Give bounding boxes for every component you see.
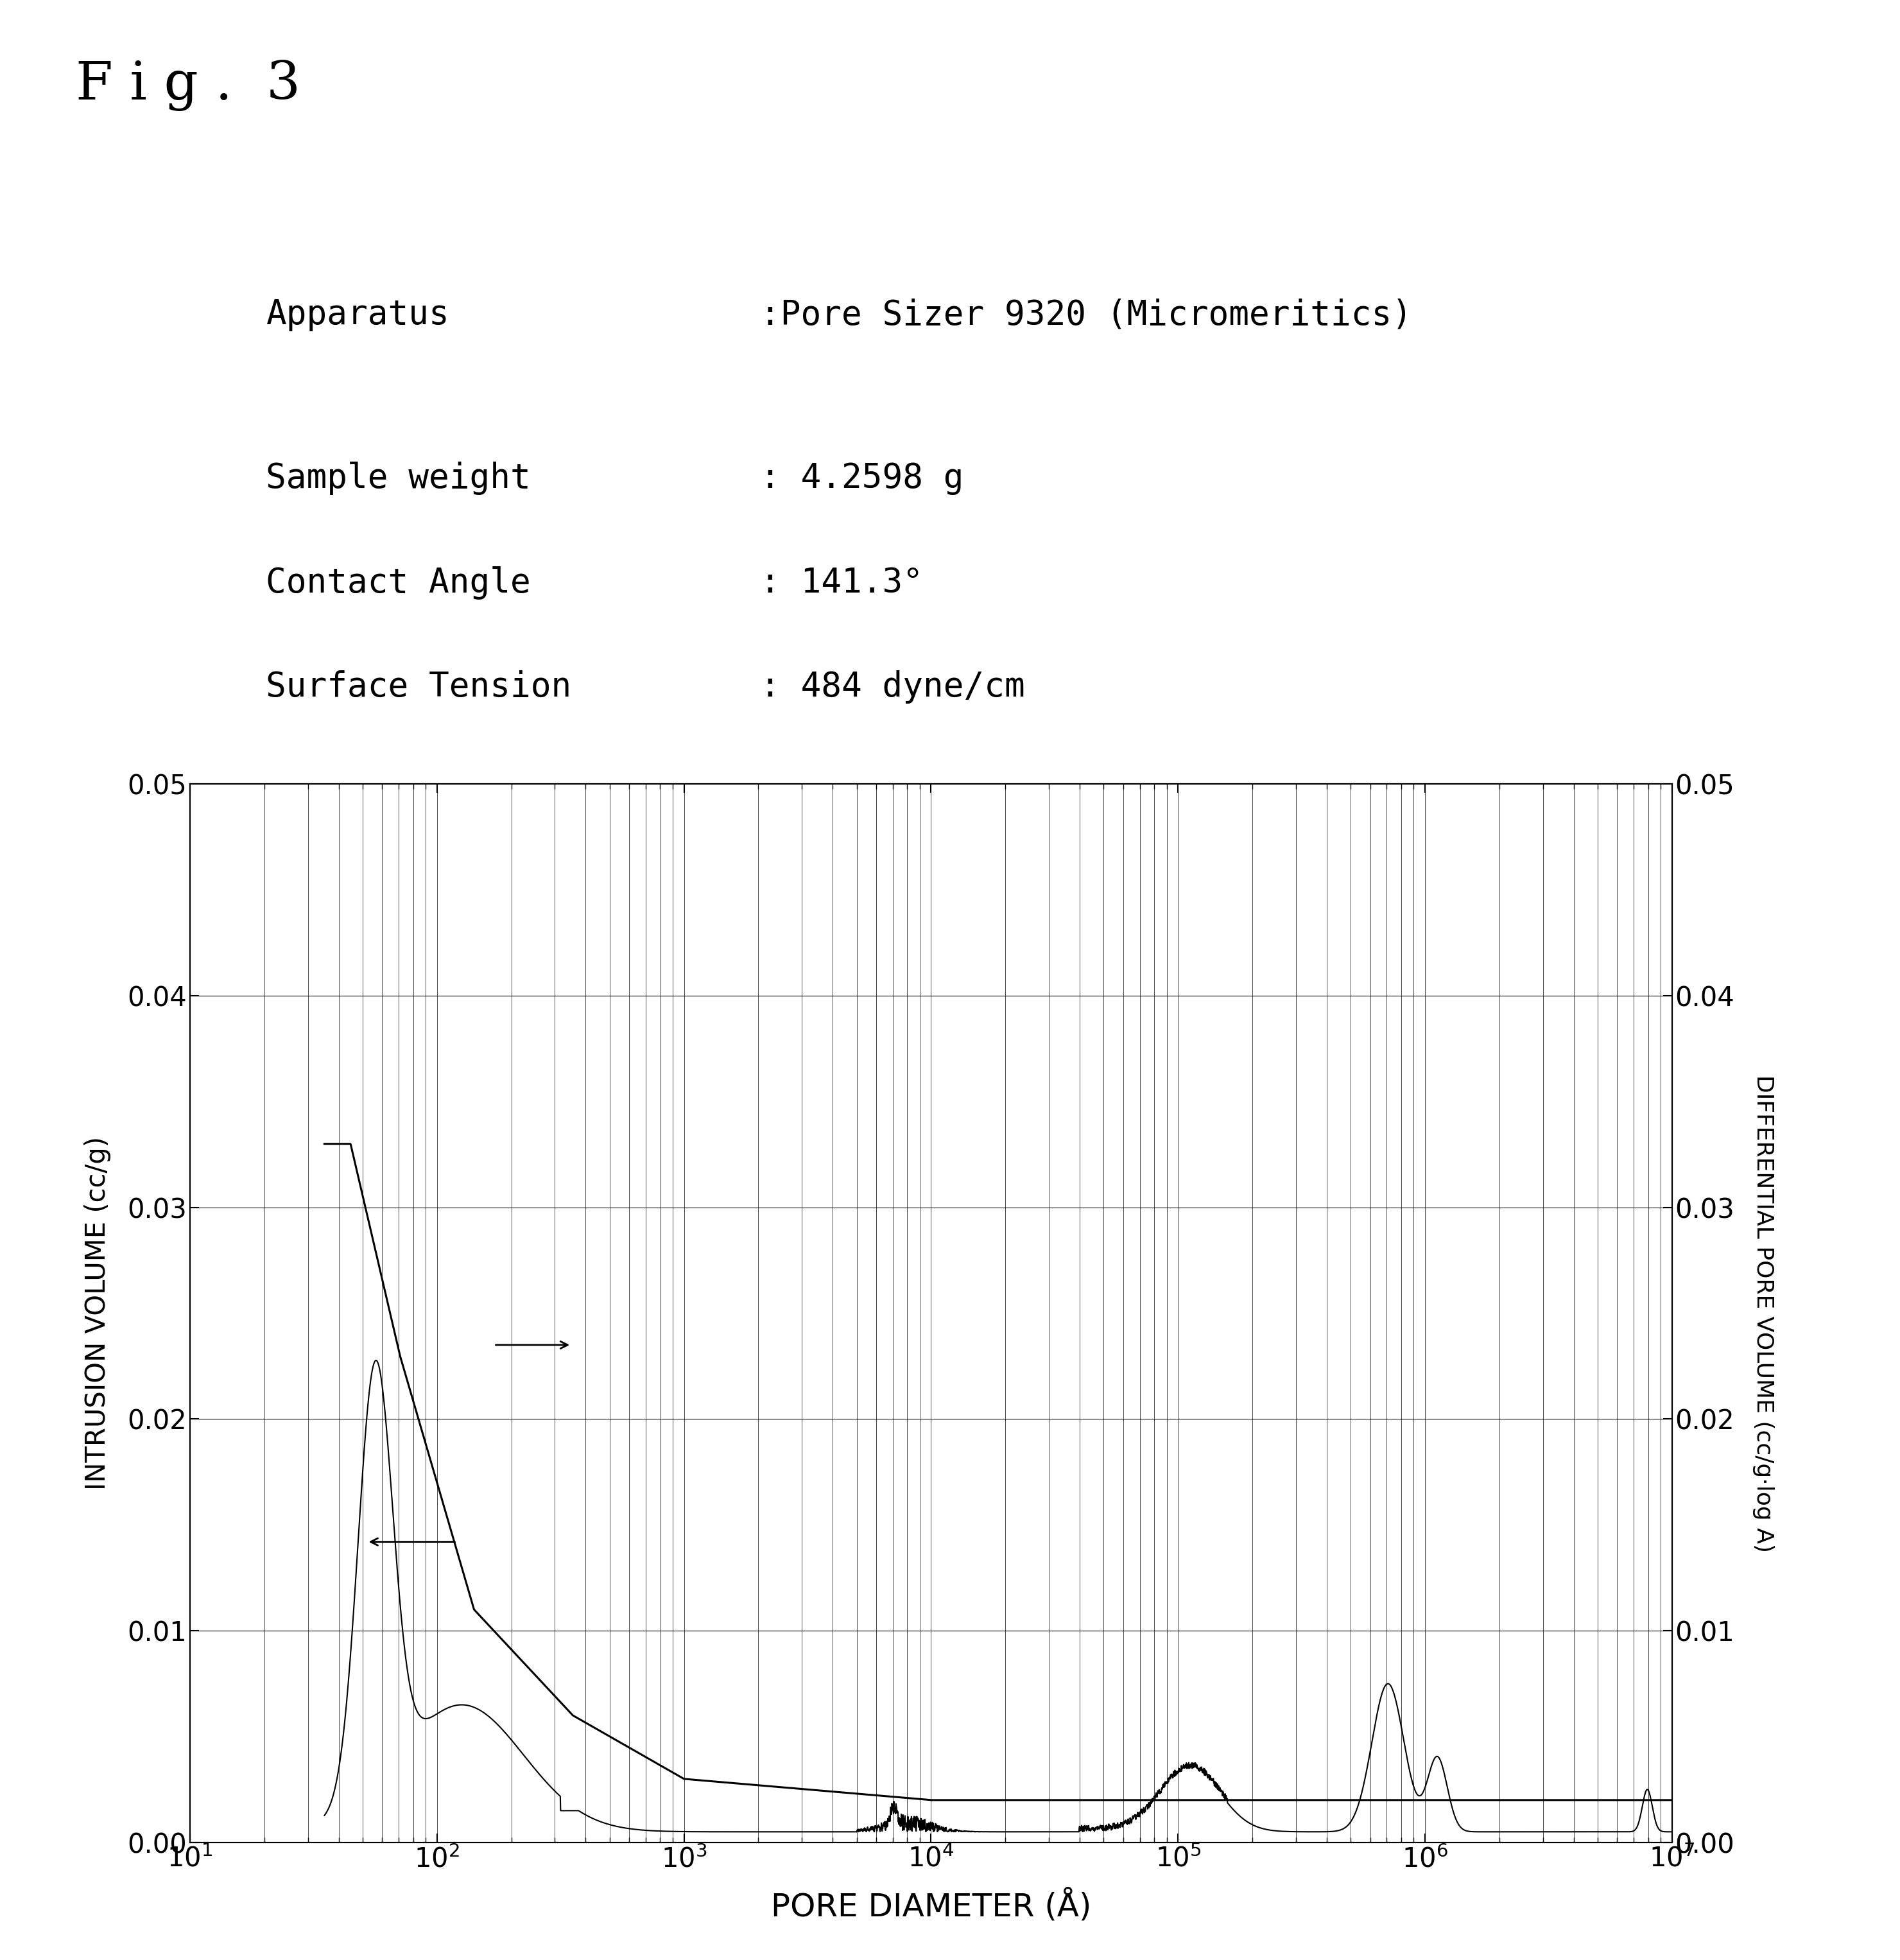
Text: Contact Angle: Contact Angle: [266, 566, 530, 600]
X-axis label: PORE DIAMETER (Å): PORE DIAMETER (Å): [771, 1889, 1091, 1923]
Text: : 484 dyne/cm: : 484 dyne/cm: [760, 670, 1024, 704]
Y-axis label: INTRUSION VOLUME (cc/g): INTRUSION VOLUME (cc/g): [84, 1137, 112, 1490]
Text: F i g .  3: F i g . 3: [76, 59, 300, 112]
Text: Apparatus: Apparatus: [266, 298, 450, 331]
Text: : 141.3°: : 141.3°: [760, 566, 923, 600]
Y-axis label: DIFFERENTIAL PORE VOLUME (cc/g·log A): DIFFERENTIAL PORE VOLUME (cc/g·log A): [1752, 1074, 1775, 1552]
Text: :Pore Sizer 9320 (Micromeritics): :Pore Sizer 9320 (Micromeritics): [760, 298, 1412, 331]
Text: Surface Tension: Surface Tension: [266, 670, 572, 704]
Text: : 4.2598 g: : 4.2598 g: [760, 463, 963, 496]
Text: Sample weight: Sample weight: [266, 463, 530, 496]
